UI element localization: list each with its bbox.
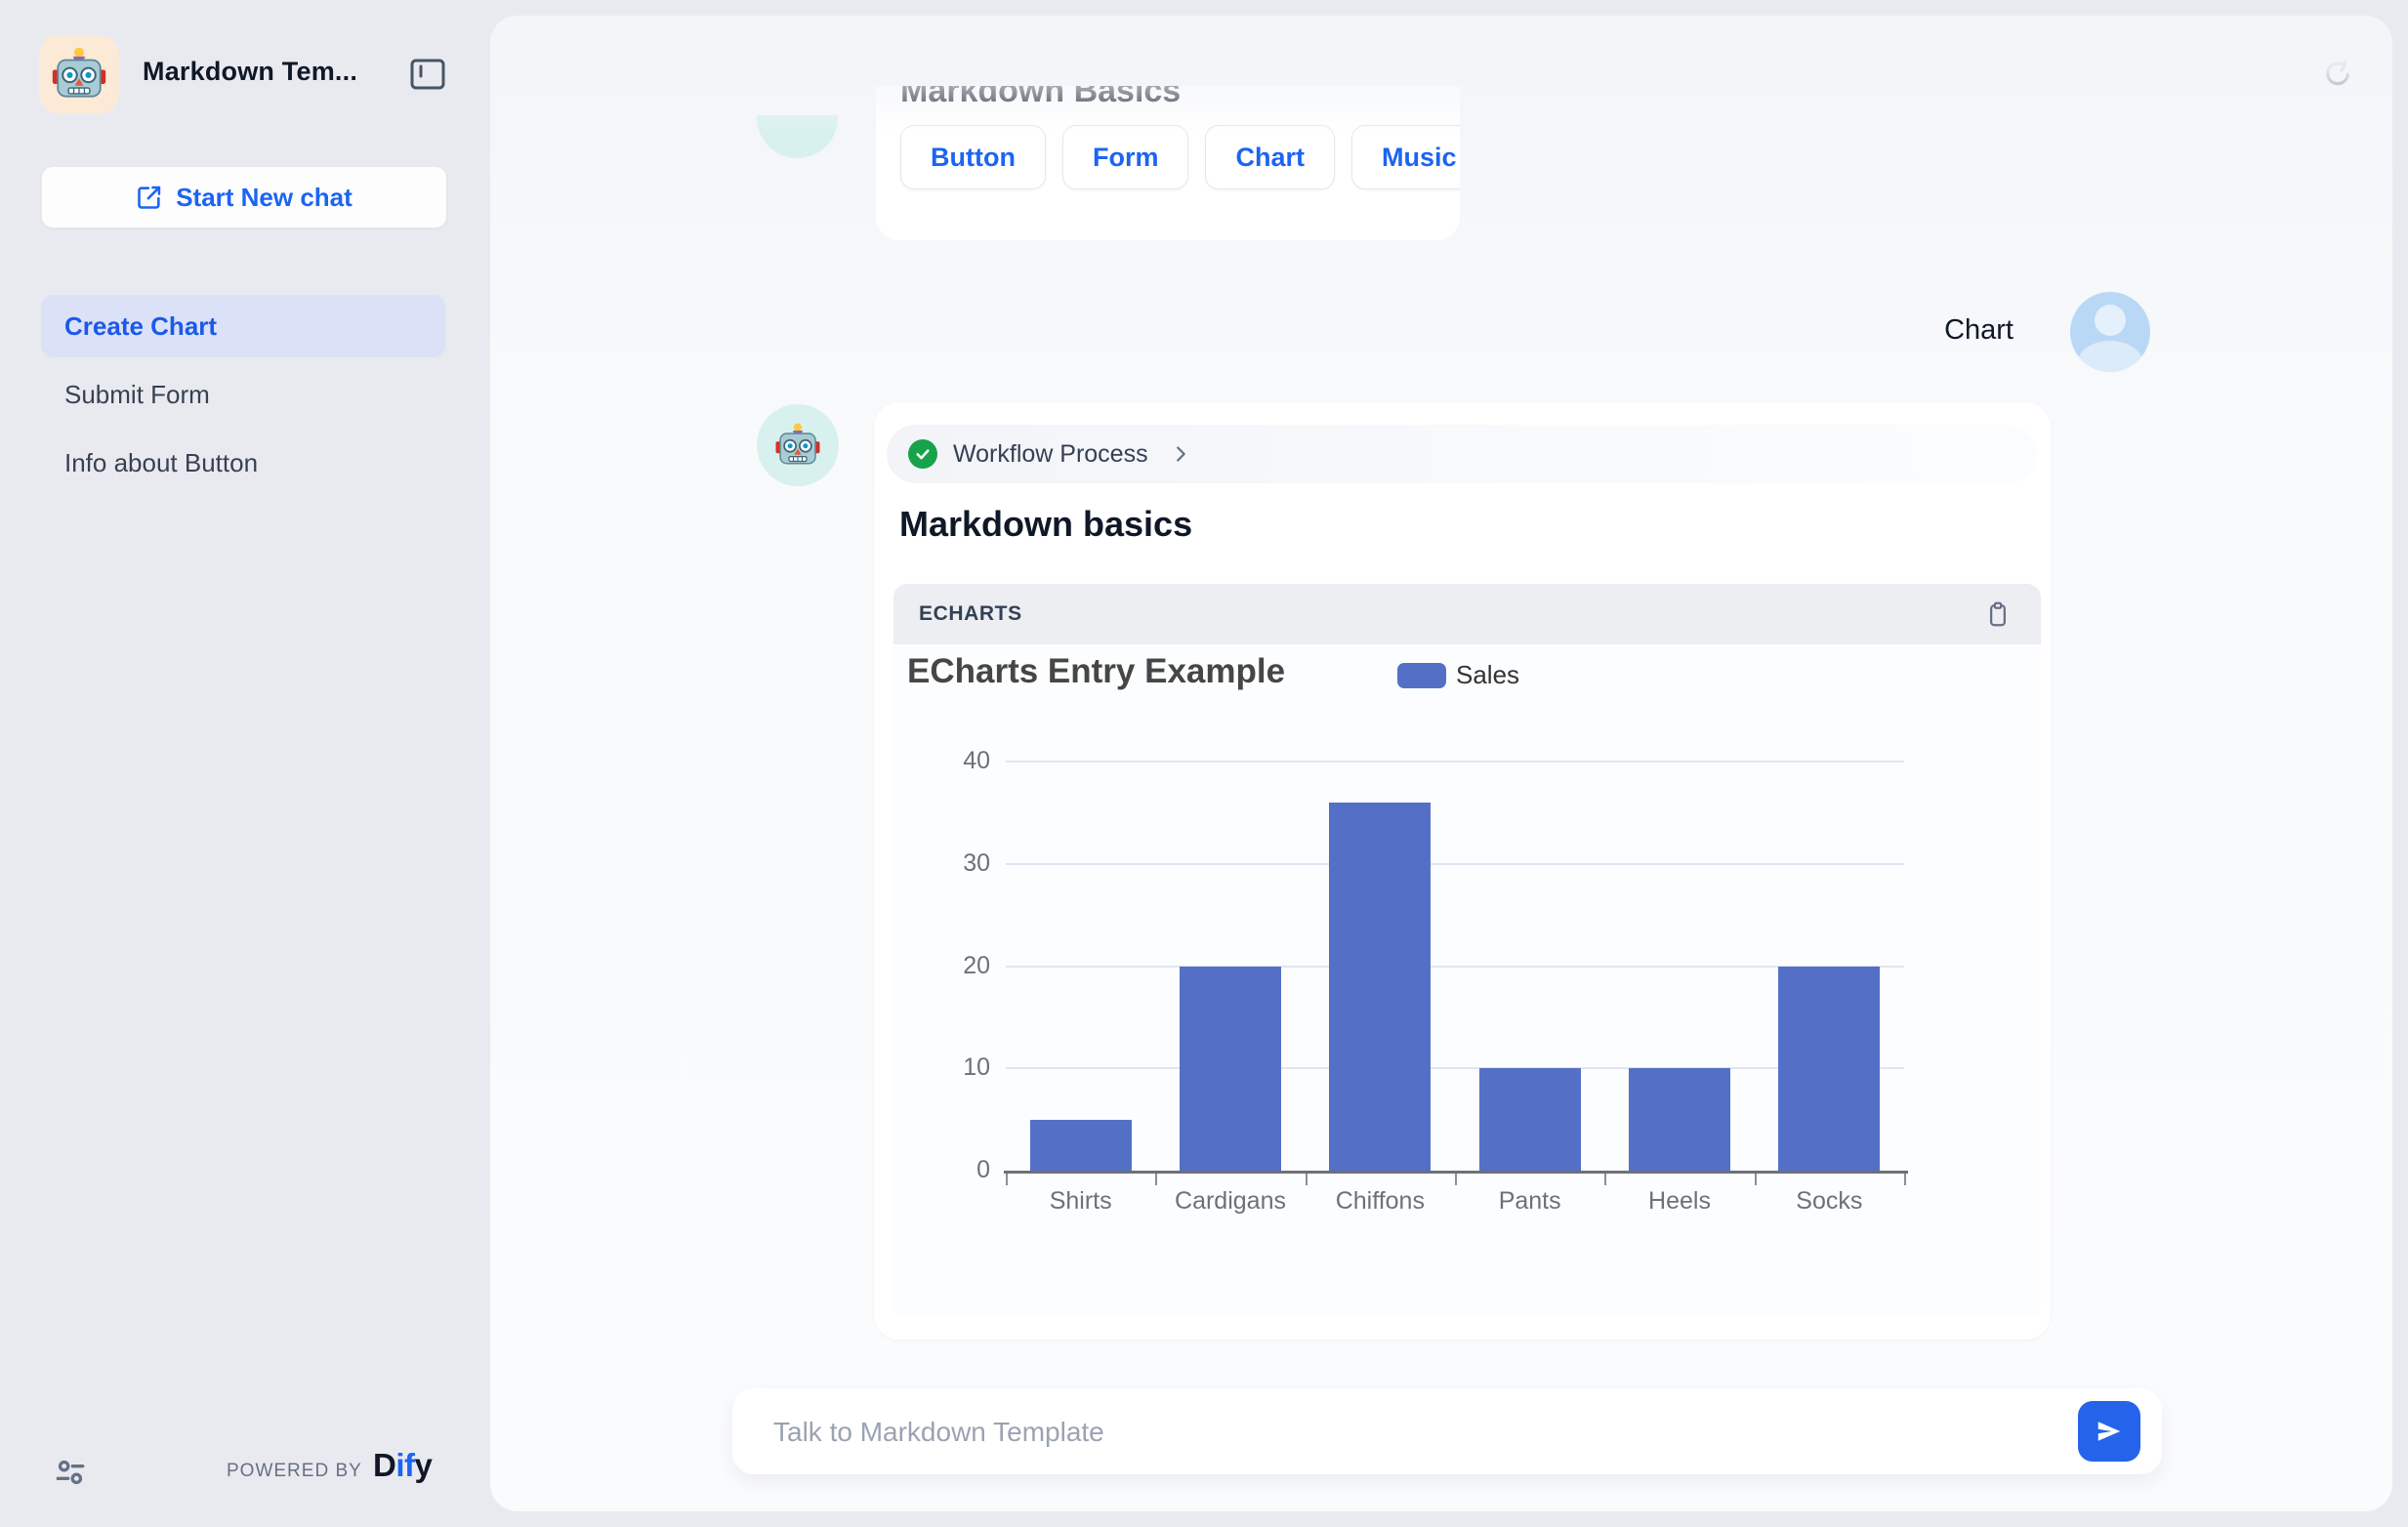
new-chat-icon: [138, 186, 161, 209]
chart-plot-area: 0 10 20 30 40 Shirts Cardigans Chiffons Pants Hee…: [893, 644, 2041, 1318]
panel-toggle-button[interactable]: [408, 55, 447, 94]
workflow-process-toggle[interactable]: Workflow Process: [887, 425, 2037, 483]
copy-icon: [1990, 601, 2006, 627]
bar-heels: [1629, 1068, 1730, 1171]
x-axis-category-label: Socks: [1796, 1187, 1863, 1215]
y-axis-tick-label: 30: [963, 848, 990, 877]
gridline: [1006, 761, 1904, 763]
assistant-avatar: [757, 404, 839, 486]
x-axis-tick: [1754, 1174, 1757, 1185]
x-axis-line: [1004, 1171, 1908, 1174]
x-axis-category-label: Pants: [1498, 1187, 1561, 1215]
panel-toggle-icon: [410, 59, 445, 90]
bar-pants: [1478, 1068, 1581, 1171]
x-axis-tick: [1904, 1174, 1906, 1185]
x-axis-category-label: Cardigans: [1175, 1187, 1286, 1215]
user-avatar: [2070, 292, 2150, 372]
user-avatar-icon: [2095, 305, 2126, 336]
bar-chart: ECharts Entry Example Sales 0 10 20 30 40 Shi…: [893, 644, 2041, 1318]
quick-reply-button[interactable]: Form: [1061, 125, 1189, 189]
user-message-text: Chart: [1944, 314, 2014, 346]
conversation-label: Info about Button: [64, 447, 259, 477]
x-axis-tick: [1455, 1174, 1457, 1185]
settings-button[interactable]: [49, 1451, 92, 1494]
sidebar-item-submit-form[interactable]: Submit Form: [41, 363, 445, 426]
composer: [732, 1388, 2162, 1476]
x-axis-tick: [1604, 1174, 1607, 1185]
sidebar-item-info-about-button[interactable]: Info about Button: [41, 432, 445, 494]
refresh-icon: [2326, 60, 2349, 86]
chevron-right-icon: [1170, 443, 1191, 465]
assistant-message-bubble: Workflow Process Markdown basics ECHARTS: [874, 402, 2051, 1340]
quick-reply-button[interactable]: Music: [1350, 125, 1460, 189]
settings-icon: [56, 1460, 85, 1485]
code-block-header: ECHARTS: [893, 584, 2041, 644]
x-axis-category-label: Shirts: [1049, 1187, 1112, 1215]
x-axis-category-label: Heels: [1648, 1187, 1711, 1215]
clipped-heading: Markdown Basics: [900, 86, 1182, 109]
quick-reply-row: Button Form Chart Music: [900, 125, 1460, 189]
y-axis-tick-label: 40: [963, 747, 990, 774]
chart-title: ECharts Entry Example: [907, 652, 1286, 690]
user-avatar-icon: [2077, 341, 2143, 372]
chart-legend[interactable]: Sales: [1397, 660, 1519, 690]
start-new-chat-label: Start New chat: [176, 182, 353, 212]
conversation-label: Submit Form: [64, 379, 210, 409]
dify-logo: Dify: [373, 1447, 433, 1484]
chat-panel: Markdown Basics Button Form Chart Music …: [490, 16, 2392, 1511]
start-new-chat-button[interactable]: Start New chat: [41, 166, 447, 228]
echarts-code-block: ECHARTS ECharts Entry Example Sales: [893, 584, 2041, 1318]
workflow-check-icon: [908, 439, 937, 469]
robot-avatar-icon: [51, 46, 107, 103]
app-avatar: [39, 35, 119, 113]
send-icon: [2097, 1422, 2121, 1441]
y-axis-tick-label: 10: [963, 1053, 990, 1082]
x-axis-tick: [1305, 1174, 1308, 1185]
send-button[interactable]: [2078, 1401, 2140, 1462]
bar-shirts: [1029, 1119, 1132, 1171]
conversation-label: Create Chart: [64, 310, 218, 341]
dify-logo-part: if: [395, 1447, 415, 1483]
x-axis-tick: [1155, 1174, 1158, 1185]
message-heading: Markdown basics: [899, 504, 1193, 544]
bar-cardigans: [1180, 966, 1281, 1171]
x-axis-category-label: Chiffons: [1335, 1187, 1425, 1215]
quick-reply-button[interactable]: Chart: [1205, 125, 1335, 189]
legend-label: Sales: [1456, 660, 1520, 689]
y-axis-tick-label: 20: [963, 951, 990, 979]
bar-chiffons: [1329, 802, 1432, 1171]
code-language-label: ECHARTS: [919, 602, 1022, 625]
powered-by-label: POWERED BY: [227, 1461, 362, 1481]
gridline: [1006, 1067, 1904, 1070]
bar-socks: [1778, 966, 1881, 1171]
x-axis-tick: [1006, 1174, 1008, 1185]
quick-reply-button[interactable]: Button: [900, 125, 1046, 189]
y-axis-tick-label: 0: [976, 1156, 990, 1183]
workflow-process-label: Workflow Process: [953, 439, 1148, 468]
gridline: [1006, 862, 1904, 865]
gridline: [1006, 965, 1904, 968]
robot-avatar-icon: [774, 422, 821, 469]
sidebar: Markdown Tem... Start New chat Create Ch…: [0, 0, 490, 1527]
app-title: Markdown Tem...: [143, 57, 358, 86]
copy-button[interactable]: [1980, 597, 2015, 632]
chat-input[interactable]: [771, 1388, 2025, 1476]
earlier-assistant-message: Markdown Basics Button Form Chart Music: [876, 86, 1460, 240]
sidebar-item-create-chart[interactable]: Create Chart: [41, 295, 445, 357]
assistant-avatar-clipped: [757, 115, 838, 158]
refresh-conversation-button[interactable]: [2314, 51, 2361, 98]
dify-logo-part: D: [373, 1447, 396, 1483]
legend-swatch: [1397, 662, 1446, 688]
dify-logo-part: y: [414, 1447, 433, 1483]
